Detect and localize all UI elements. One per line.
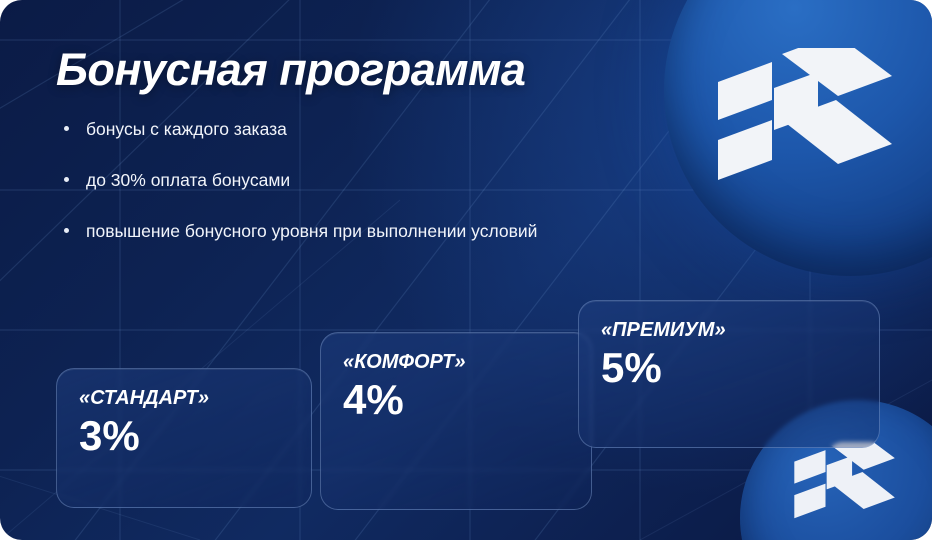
list-item: бонусы с каждого заказа: [56, 119, 756, 140]
tier-card-standard: «СТАНДАРТ» 3%: [56, 368, 312, 508]
list-item-label: бонусы с каждого заказа: [86, 119, 287, 140]
list-item-label: повышение бонусного уровня при выполнени…: [86, 221, 538, 242]
tier-card-comfort: «КОМФОРТ» 4%: [320, 332, 592, 510]
tier-name: «СТАНДАРТ»: [79, 387, 209, 409]
tier-cards: «СТАНДАРТ» 3% «КОМФОРТ» 4% «ПРЕМИУМ» 5%: [56, 280, 880, 540]
tier-value: 5%: [601, 344, 662, 391]
bullet-dot-icon: [64, 228, 69, 234]
bullet-dot-icon: [64, 177, 69, 183]
list-item-label: до 30% оплата бонусами: [86, 170, 291, 191]
tier-value: 3%: [79, 412, 140, 459]
list-item: до 30% оплата бонусами: [56, 170, 756, 191]
banner-content: Бонусная программа бонусы с каждого зака…: [56, 46, 756, 272]
tier-value: 4%: [343, 376, 404, 423]
bullet-dot-icon: [64, 126, 69, 132]
tier-card-premium: «ПРЕМИУМ» 5%: [578, 300, 880, 448]
list-item: повышение бонусного уровня при выполнени…: [56, 221, 756, 242]
tier-name: «ПРЕМИУМ»: [601, 319, 726, 341]
company-logo-mark-icon: [714, 34, 894, 200]
page-title: Бонусная программа: [56, 44, 526, 95]
benefits-list: бонусы с каждого заказа до 30% оплата бо…: [56, 119, 756, 242]
tier-name: «КОМФОРТ»: [343, 351, 466, 373]
